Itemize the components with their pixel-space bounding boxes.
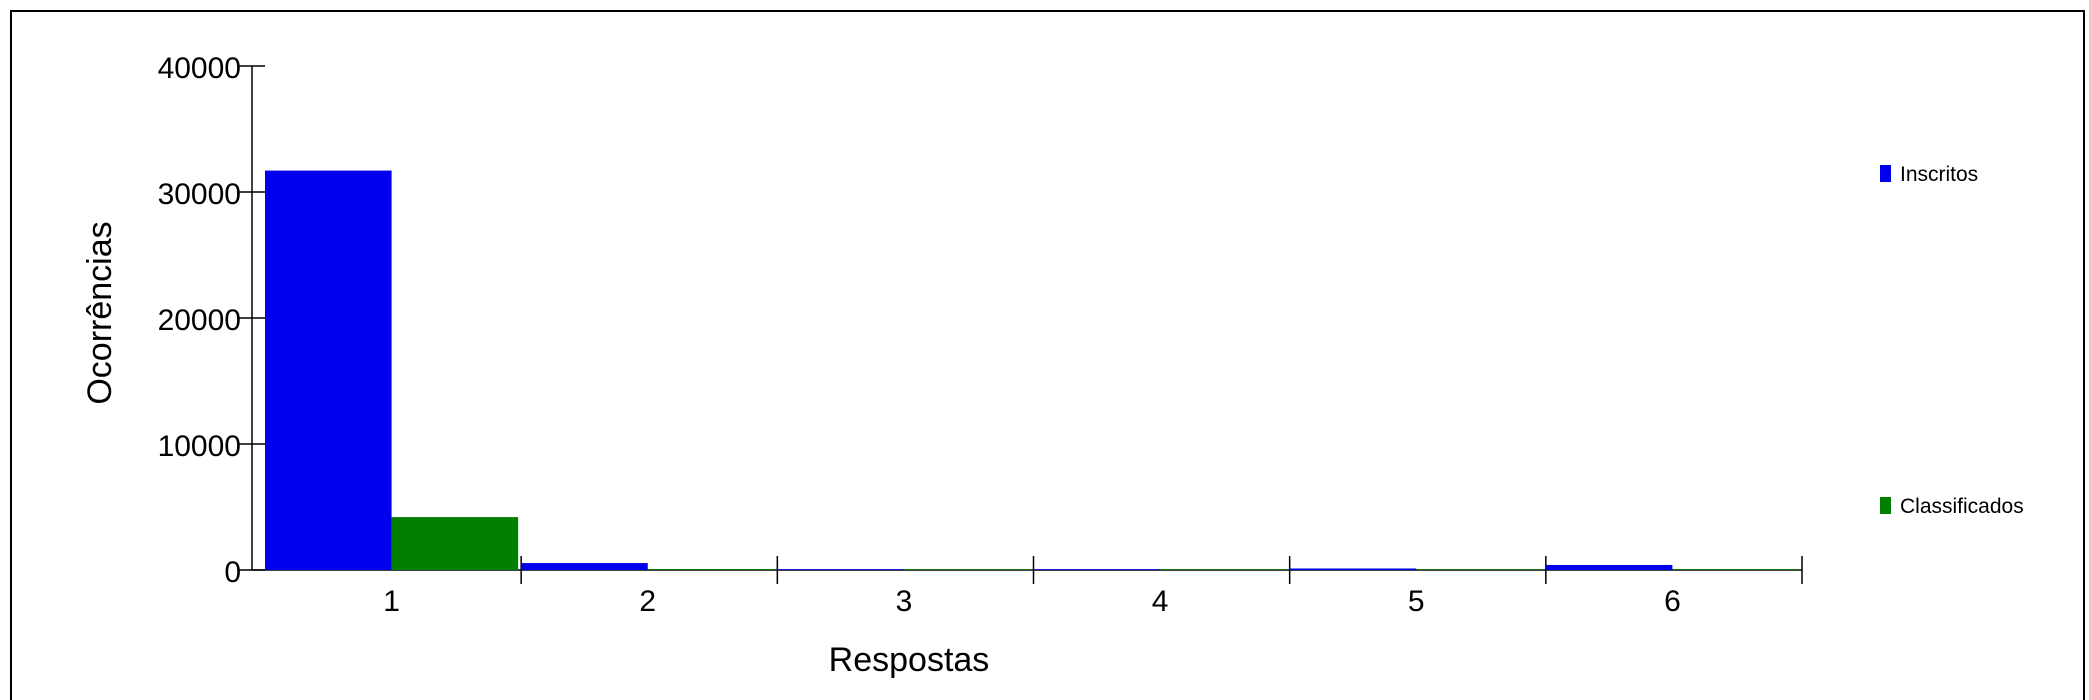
bar-classificados [391,517,519,570]
x-tick-label: 3 [896,585,913,618]
y-tick-label: 30000 [158,178,241,211]
bar-classificados [1416,569,1543,570]
x-axis-label: Respostas [829,641,990,679]
legend-swatch-classificados [1880,497,1891,514]
bar-inscritos [521,563,648,570]
bar-inscritos [1289,568,1417,570]
x-tick-label: 5 [1408,585,1425,618]
legend-label-classificados: Classificados [1900,495,2024,518]
bar-classificados [647,568,775,570]
legend: Inscritos Classificados [1880,163,2024,518]
bar-inscritos [265,170,392,570]
bar-inscritos [1033,569,1161,570]
legend-label-inscritos: Inscritos [1900,163,1978,186]
y-tick-label: 40000 [158,52,241,85]
bar-classificados [1672,569,1799,570]
x-tick-label: 6 [1664,585,1681,618]
x-tick-label: 2 [639,585,656,618]
y-tick-label: 0 [224,556,241,589]
legend-swatch-inscritos [1880,165,1891,182]
bars [265,170,1799,570]
y-tick-label: 10000 [158,430,241,463]
chart-axes [251,66,1802,571]
y-axis-ticks: 0 10000 20000 30000 40000 [158,52,265,589]
bar-inscritos [777,569,904,570]
chart-frame [10,10,2085,700]
x-tick-label: 4 [1152,585,1169,618]
y-tick-label: 20000 [158,304,241,337]
bar-inscritos [1545,564,1673,570]
y-axis-label: Ocorrências [81,221,119,404]
bar-classificados [903,569,1031,570]
x-tick-label: 1 [383,585,400,618]
bar-classificados [1160,569,1287,570]
